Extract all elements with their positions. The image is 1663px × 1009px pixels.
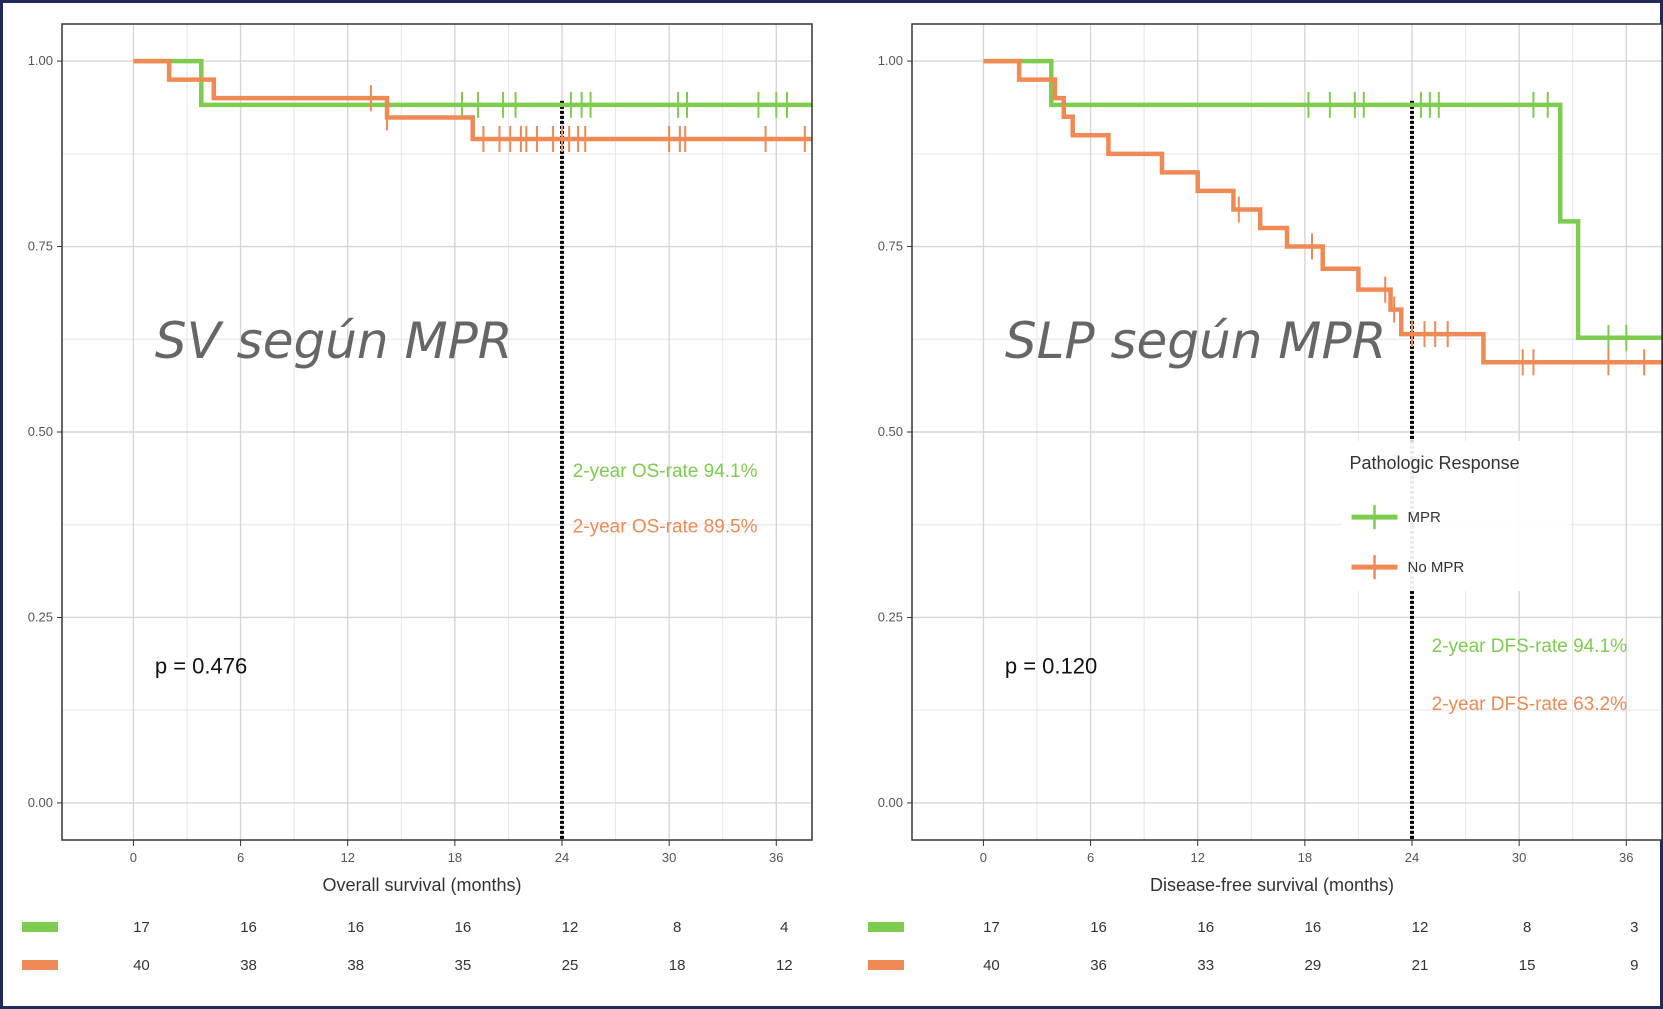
risk-table-count: 17 — [983, 919, 1000, 936]
risk-table-count: 12 — [776, 957, 793, 974]
x-tick-label: 36 — [769, 850, 783, 865]
risk-table-count: 16 — [1090, 919, 1107, 936]
x-tick-label: 12 — [1190, 850, 1204, 865]
km-curve-mpr — [983, 58, 1662, 341]
risk-table-count: 33 — [1197, 957, 1214, 974]
x-tick-label: 24 — [555, 850, 569, 865]
x-tick-label: 30 — [662, 850, 676, 865]
km-panel-1: 0 6 12 18 24 30 36 0.00 0.25 0.50 0.75 1.00 Overall … — [22, 23, 813, 974]
legend-title: Pathologic Response — [1350, 453, 1520, 473]
risk-table-count: 21 — [1412, 957, 1429, 974]
risk-table-count: 16 — [1305, 919, 1322, 936]
risk-table-count: 35 — [455, 957, 472, 974]
legend-item-label: MPR — [1408, 509, 1442, 526]
x-tick-label: 24 — [1405, 850, 1419, 865]
risk-table-count: 15 — [1519, 957, 1536, 974]
risk-table-count: 16 — [1197, 919, 1214, 936]
y-tick-label: 0.00 — [878, 795, 903, 810]
y-tick-label: 0.75 — [28, 239, 53, 254]
km-curve-no-mpr — [133, 58, 812, 142]
risk-row-swatch — [22, 922, 58, 932]
y-tick-label: 1.00 — [28, 53, 53, 68]
overlay-title: SLP según MPR — [1005, 312, 1387, 370]
risk-table-count: 38 — [347, 957, 364, 974]
overlay-title: SV según MPR — [155, 312, 513, 370]
x-tick-label: 0 — [130, 850, 137, 865]
risk-table-count: 12 — [562, 919, 579, 936]
km-curve-no-mpr — [983, 58, 1662, 365]
risk-table-count: 36 — [1090, 957, 1107, 974]
risk-table-count: 9 — [1630, 957, 1638, 974]
y-tick-label: 0.50 — [28, 424, 53, 439]
risk-row-swatch — [22, 960, 58, 970]
risk-table-count: 25 — [562, 957, 579, 974]
risk-table-count: 8 — [1523, 919, 1531, 936]
x-tick-label: 18 — [448, 850, 462, 865]
legend-item-label: No MPR — [1408, 559, 1465, 576]
rate-label-no-mpr: 2-year OS-rate 89.5% — [573, 517, 758, 538]
rate-label-mpr: 2-year OS-rate 94.1% — [573, 461, 758, 482]
x-tick-label: 6 — [237, 850, 244, 865]
x-axis-title: Overall survival (months) — [322, 875, 521, 895]
charts-layer: 0 6 12 18 24 30 360.000.250.500.751.00Overall … — [22, 23, 1663, 974]
risk-row-swatch — [868, 922, 904, 932]
risk-table-count: 4 — [780, 919, 788, 936]
y-tick-label: 0.25 — [878, 609, 903, 624]
x-tick-label: 36 — [1619, 850, 1633, 865]
x-tick-label: 6 — [1087, 850, 1094, 865]
y-tick-label: 1.00 — [878, 53, 903, 68]
risk-table-count: 17 — [133, 919, 150, 936]
km-panel-2: 0 6 12 18 24 30 36 0.00 0.25 0.50 0.75 1.00 Disease-… — [868, 23, 1663, 974]
risk-table-count: 16 — [240, 919, 257, 936]
x-tick-label: 18 — [1298, 850, 1312, 865]
risk-table-count: 18 — [669, 957, 686, 974]
x-tick-label: 0 — [980, 850, 987, 865]
x-axis-title: Disease-free survival (months) — [1150, 875, 1394, 895]
x-tick-label: 30 — [1512, 850, 1526, 865]
p-value: p = 0.120 — [1005, 654, 1097, 679]
risk-table-count: 3 — [1630, 919, 1638, 936]
y-tick-label: 0.00 — [28, 795, 53, 810]
risk-table-count: 29 — [1305, 957, 1322, 974]
risk-table-count: 38 — [240, 957, 257, 974]
legend: Pathologic Response MPR No MPR — [1341, 441, 1570, 592]
risk-table-count: 8 — [673, 919, 681, 936]
y-tick-label: 0.50 — [878, 424, 903, 439]
y-tick-label: 0.75 — [878, 239, 903, 254]
risk-table-count: 40 — [133, 957, 150, 974]
x-tick-label: 12 — [340, 850, 354, 865]
risk-table-count: 16 — [455, 919, 472, 936]
y-tick-label: 0.25 — [28, 609, 53, 624]
risk-table-count: 40 — [983, 957, 1000, 974]
risk-table-count: 12 — [1412, 919, 1429, 936]
p-value: p = 0.476 — [155, 654, 247, 679]
risk-row-swatch — [868, 960, 904, 970]
rate-label-mpr: 2-year DFS-rate 94.1% — [1432, 636, 1627, 657]
rate-label-no-mpr: 2-year DFS-rate 63.2% — [1432, 694, 1627, 715]
risk-table-count: 16 — [347, 919, 364, 936]
